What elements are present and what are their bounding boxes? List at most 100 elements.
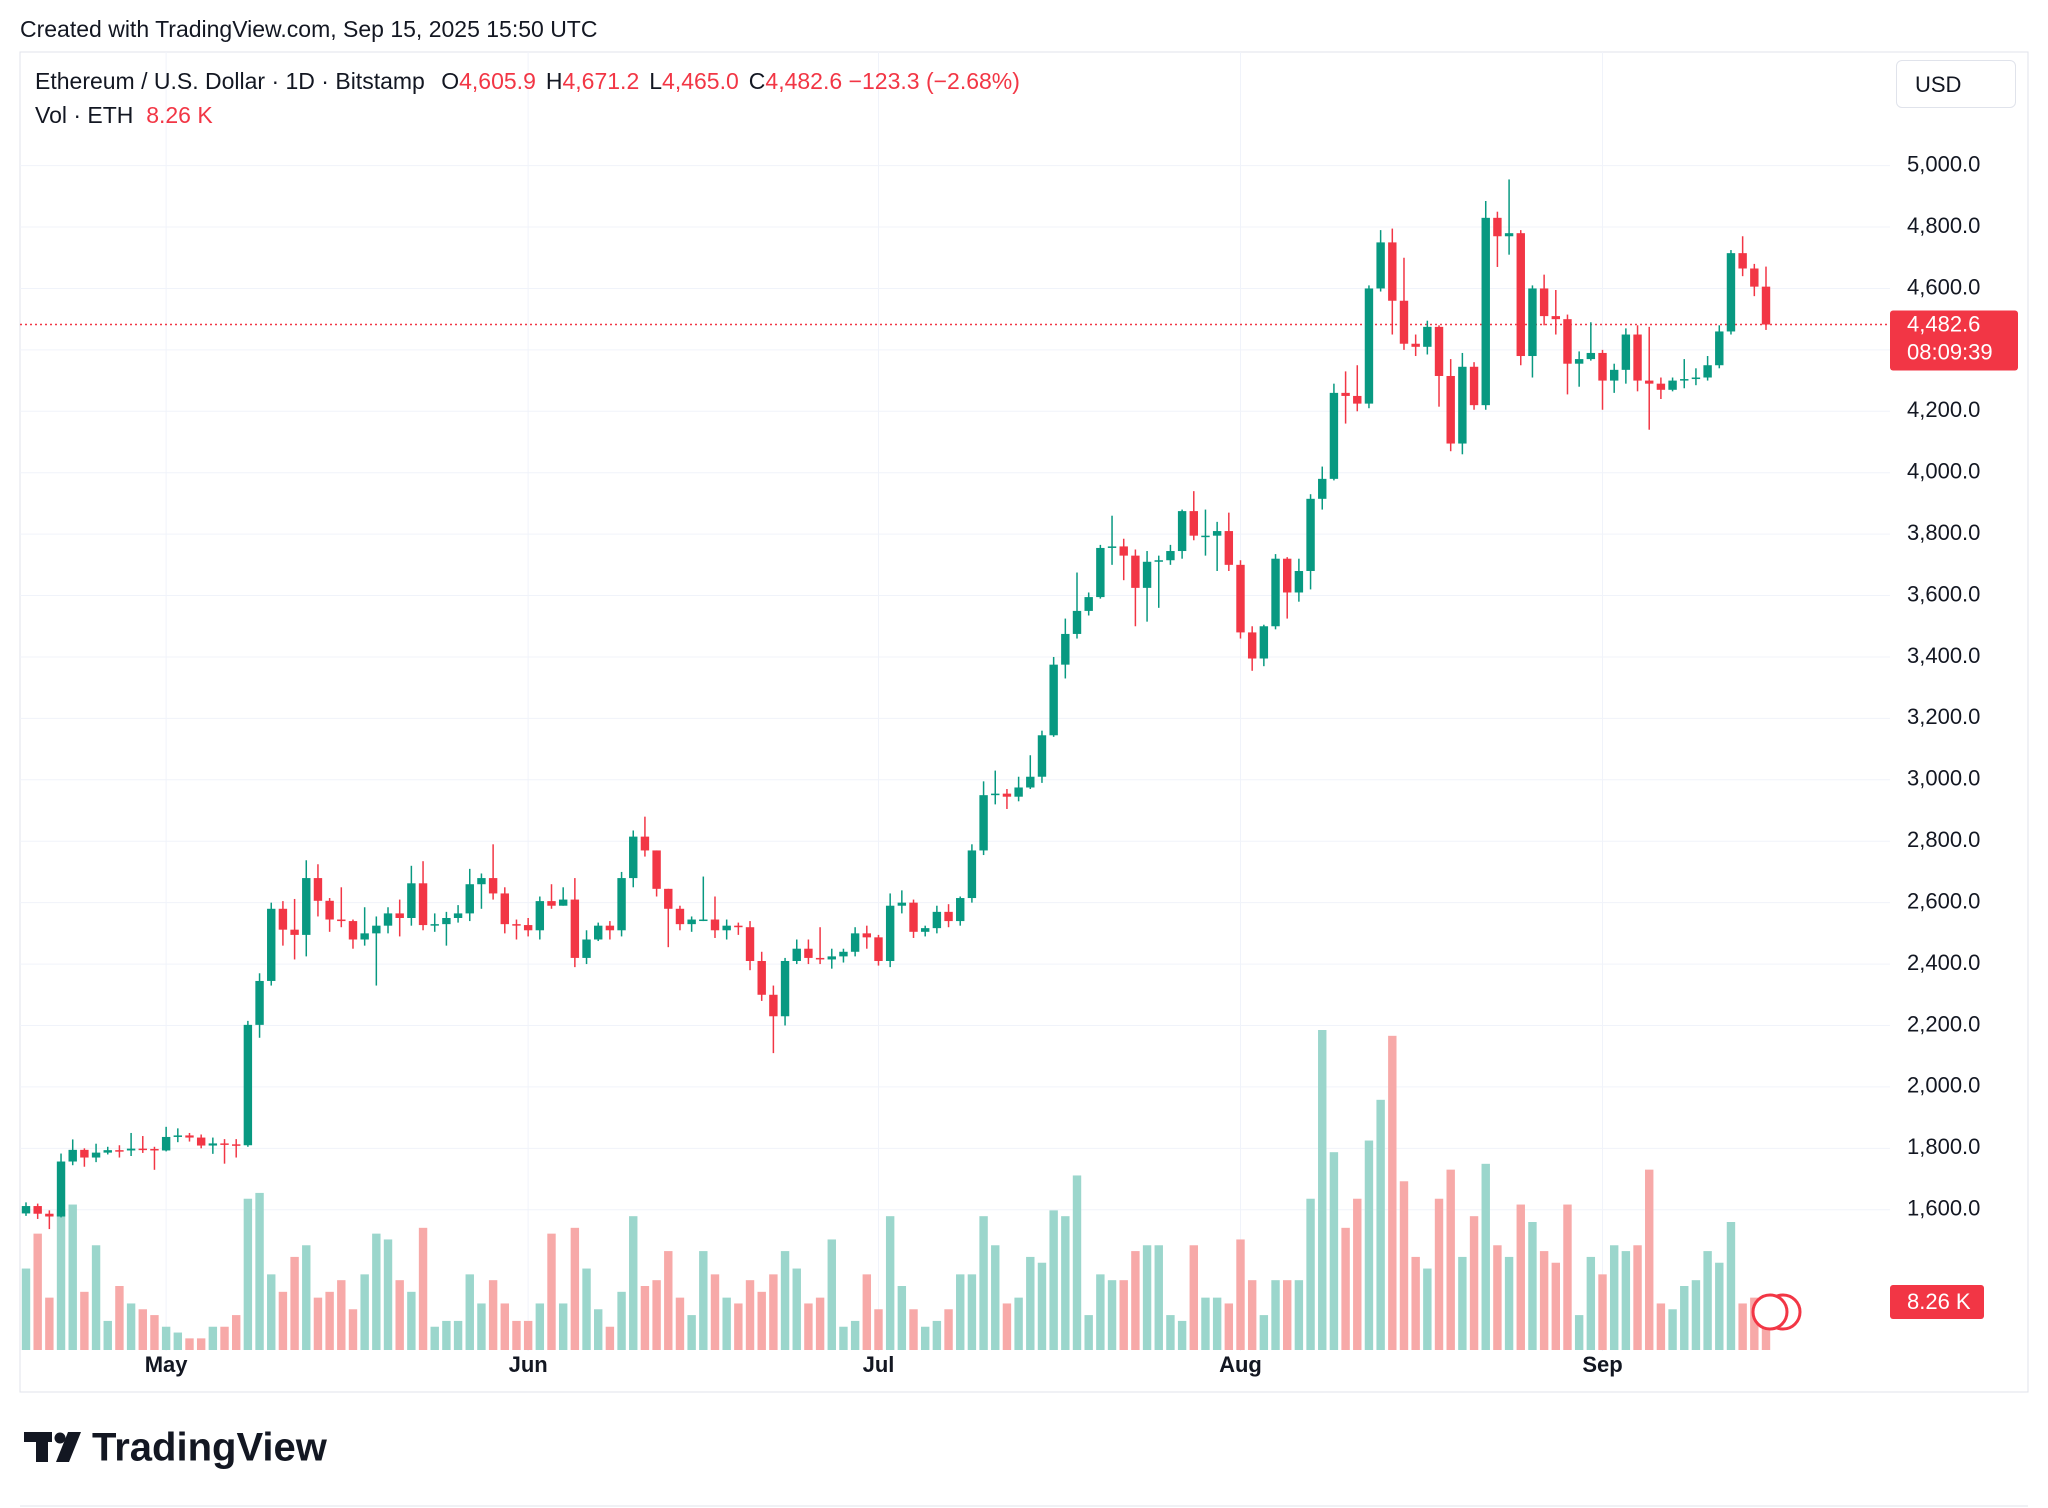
volume-bar: [640, 1286, 650, 1350]
volume-bar: [313, 1297, 323, 1350]
candle-body: [430, 924, 439, 926]
candle-body: [243, 1024, 253, 1146]
volume-bar: [255, 1192, 264, 1350]
volume-bar: [1481, 1163, 1490, 1350]
volume-bar: [126, 1303, 136, 1350]
volume-bar: [1306, 1198, 1315, 1350]
candle-body: [769, 994, 778, 1017]
volume-bar: [395, 1280, 404, 1350]
candle-body: [979, 795, 988, 851]
volume-bar: [885, 1216, 895, 1350]
candle-body: [1376, 242, 1385, 289]
candle-body: [1294, 570, 1304, 593]
candle-body: [500, 893, 509, 925]
volume-bar: [1645, 1169, 1654, 1350]
candle-body: [523, 925, 533, 931]
volume-bar: [1026, 1256, 1035, 1350]
candle-body: [45, 1213, 54, 1217]
candle-body: [1177, 511, 1187, 552]
volume-bar: [512, 1320, 521, 1350]
candle-body: [1247, 632, 1257, 659]
volume-bar: [605, 1326, 615, 1350]
candle-body: [138, 1148, 147, 1151]
volume-bar: [734, 1303, 743, 1350]
y-tick-label: 3,800.0: [1907, 520, 1980, 545]
volume-bar: [477, 1303, 486, 1350]
volume-bar: [115, 1286, 124, 1350]
grid: [20, 52, 1890, 1351]
volume-bar: [582, 1268, 591, 1350]
volume-bar: [1633, 1245, 1642, 1350]
volume-bar: [1715, 1262, 1724, 1350]
volume-bar: [278, 1291, 288, 1350]
volume-bar: [1364, 1140, 1374, 1350]
candle-body: [1212, 531, 1222, 536]
candle-body: [1691, 377, 1701, 380]
candle-body: [383, 913, 393, 926]
volume-bar: [1166, 1315, 1175, 1350]
candle-body: [1388, 242, 1397, 301]
volume-bar: [629, 1216, 638, 1350]
volume-bar: [1458, 1256, 1467, 1350]
candle-body: [605, 925, 615, 931]
y-tick-label: 2,200.0: [1907, 1011, 1980, 1036]
volume-bar: [1212, 1297, 1222, 1350]
volume-bar: [1656, 1303, 1666, 1350]
volume-bar: [1271, 1280, 1280, 1350]
y-tick-label: 2,800.0: [1907, 827, 1980, 852]
candle-body: [850, 933, 860, 952]
y-tick-label: 1,600.0: [1907, 1196, 1980, 1221]
candle-body: [1528, 288, 1537, 357]
volume-bar: [1049, 1210, 1058, 1350]
volume-bar: [442, 1320, 451, 1350]
volume-value: 8.26 K: [146, 102, 213, 128]
volume-bar: [56, 1210, 66, 1350]
volume-bar: [699, 1251, 708, 1350]
volume-bar: [535, 1303, 545, 1350]
volume-bar: [243, 1198, 253, 1350]
candle-body: [1551, 316, 1561, 320]
volume-bar: [909, 1309, 918, 1350]
volume-bar: [103, 1320, 112, 1350]
y-tick-label: 2,600.0: [1907, 888, 1980, 913]
candle-body: [115, 1150, 124, 1152]
volume-bar: [1738, 1303, 1747, 1350]
volume-bar: [161, 1326, 171, 1350]
candle-body: [1574, 359, 1584, 364]
candle-body: [313, 878, 323, 901]
currency-button[interactable]: USD: [1896, 60, 2016, 108]
volume-bar: [185, 1338, 194, 1350]
x-tick-label: May: [145, 1352, 189, 1377]
candle-body: [1633, 334, 1642, 381]
candle-body: [196, 1137, 206, 1146]
volume-bar: [348, 1309, 358, 1350]
volume-bar: [1411, 1256, 1420, 1350]
volume-bar: [1247, 1280, 1257, 1350]
candle-body: [1096, 547, 1105, 598]
volume-bar: [1329, 1152, 1339, 1350]
volume-bar: [1621, 1251, 1631, 1350]
candle-body: [1609, 369, 1619, 381]
volume-bar: [1528, 1222, 1537, 1350]
volume-bar: [418, 1227, 428, 1350]
symbol: Ethereum / U.S. Dollar · 1D · Bitstamp: [35, 68, 425, 94]
event-icon: [1751, 1293, 1789, 1331]
candle-body: [734, 925, 743, 928]
volume-bar: [1563, 1204, 1572, 1350]
candle-body: [710, 919, 720, 931]
logo-text: TradingView: [92, 1426, 328, 1470]
candle-body: [1726, 253, 1736, 332]
symbol-legend: Ethereum / U.S. Dollar · 1D · Bitstamp O…: [35, 68, 1020, 95]
candle-body: [699, 919, 708, 922]
candle-body: [103, 1150, 112, 1153]
volume-bar: [1668, 1309, 1677, 1350]
volume-bar: [1061, 1216, 1070, 1350]
volume-bar: [91, 1245, 101, 1350]
candle-body: [897, 902, 907, 906]
candle-body: [629, 836, 638, 879]
candle-body: [1645, 380, 1654, 384]
candle-body: [944, 911, 953, 922]
volume-key: Vol · ETH: [35, 102, 134, 128]
